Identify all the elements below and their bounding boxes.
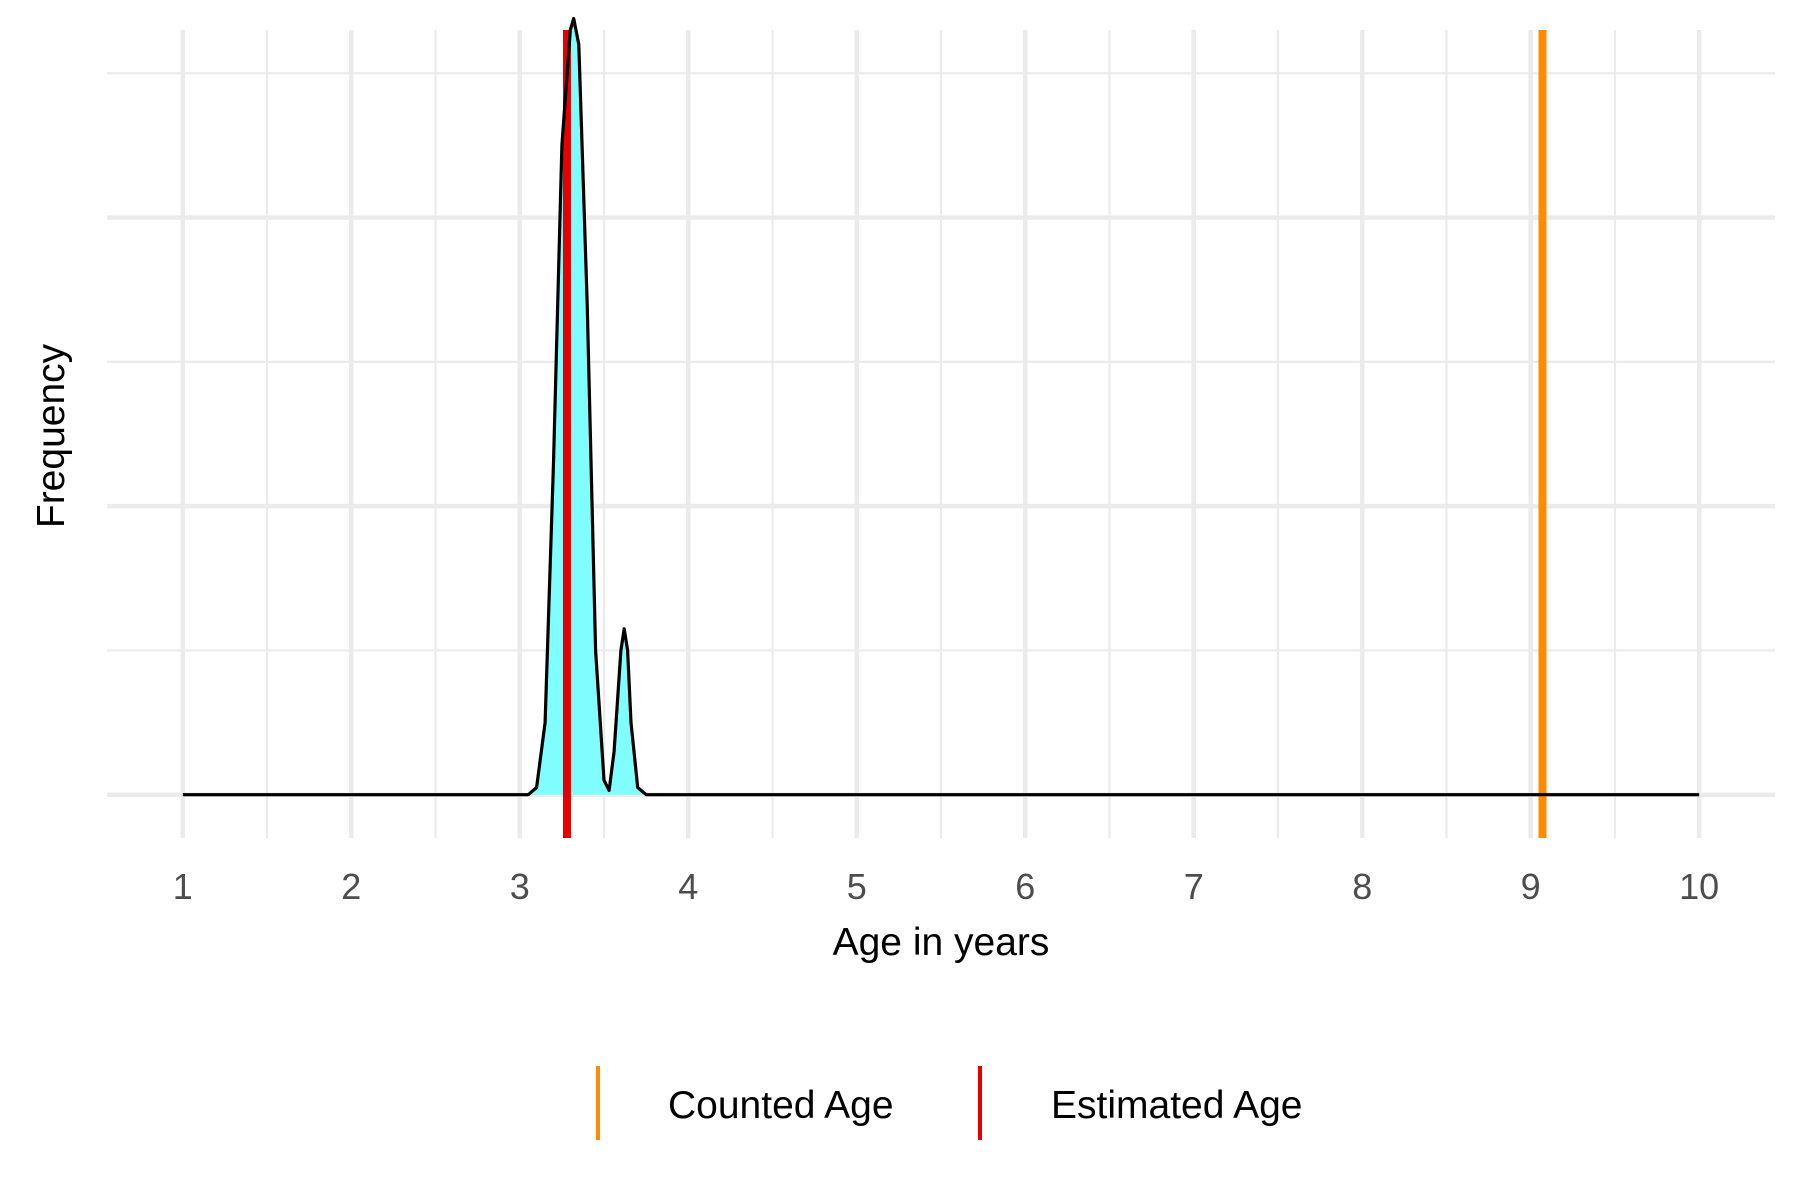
- x-tick-label: 7: [1184, 866, 1204, 907]
- x-axis-title: Age in years: [833, 921, 1050, 964]
- x-tick-label: 8: [1352, 866, 1372, 907]
- density-line: [182, 16, 1700, 797]
- legend-label-counted-age: Counted Age: [668, 1084, 894, 1127]
- x-tick-label: 1: [173, 866, 193, 907]
- x-tick-label: 3: [510, 866, 530, 907]
- x-axis-tick-labels: 1 2 3 4 5 6 7 8 9 10: [173, 866, 1719, 907]
- reference-lines: [562, 30, 1547, 838]
- x-tick-label: 9: [1521, 866, 1541, 907]
- density-area: [182, 18, 1700, 795]
- legend-label-estimated-age: Estimated Age: [1051, 1084, 1302, 1127]
- grid-lines: [107, 30, 1775, 838]
- x-tick-label: 4: [678, 866, 698, 907]
- y-axis-title: Frequency: [30, 343, 73, 528]
- x-tick-label: 10: [1679, 866, 1719, 907]
- x-tick-label: 5: [847, 866, 867, 907]
- x-tick-label: 2: [341, 866, 361, 907]
- x-tick-label: 6: [1015, 866, 1035, 907]
- legend: Counted Age Estimated Age: [596, 1066, 1302, 1140]
